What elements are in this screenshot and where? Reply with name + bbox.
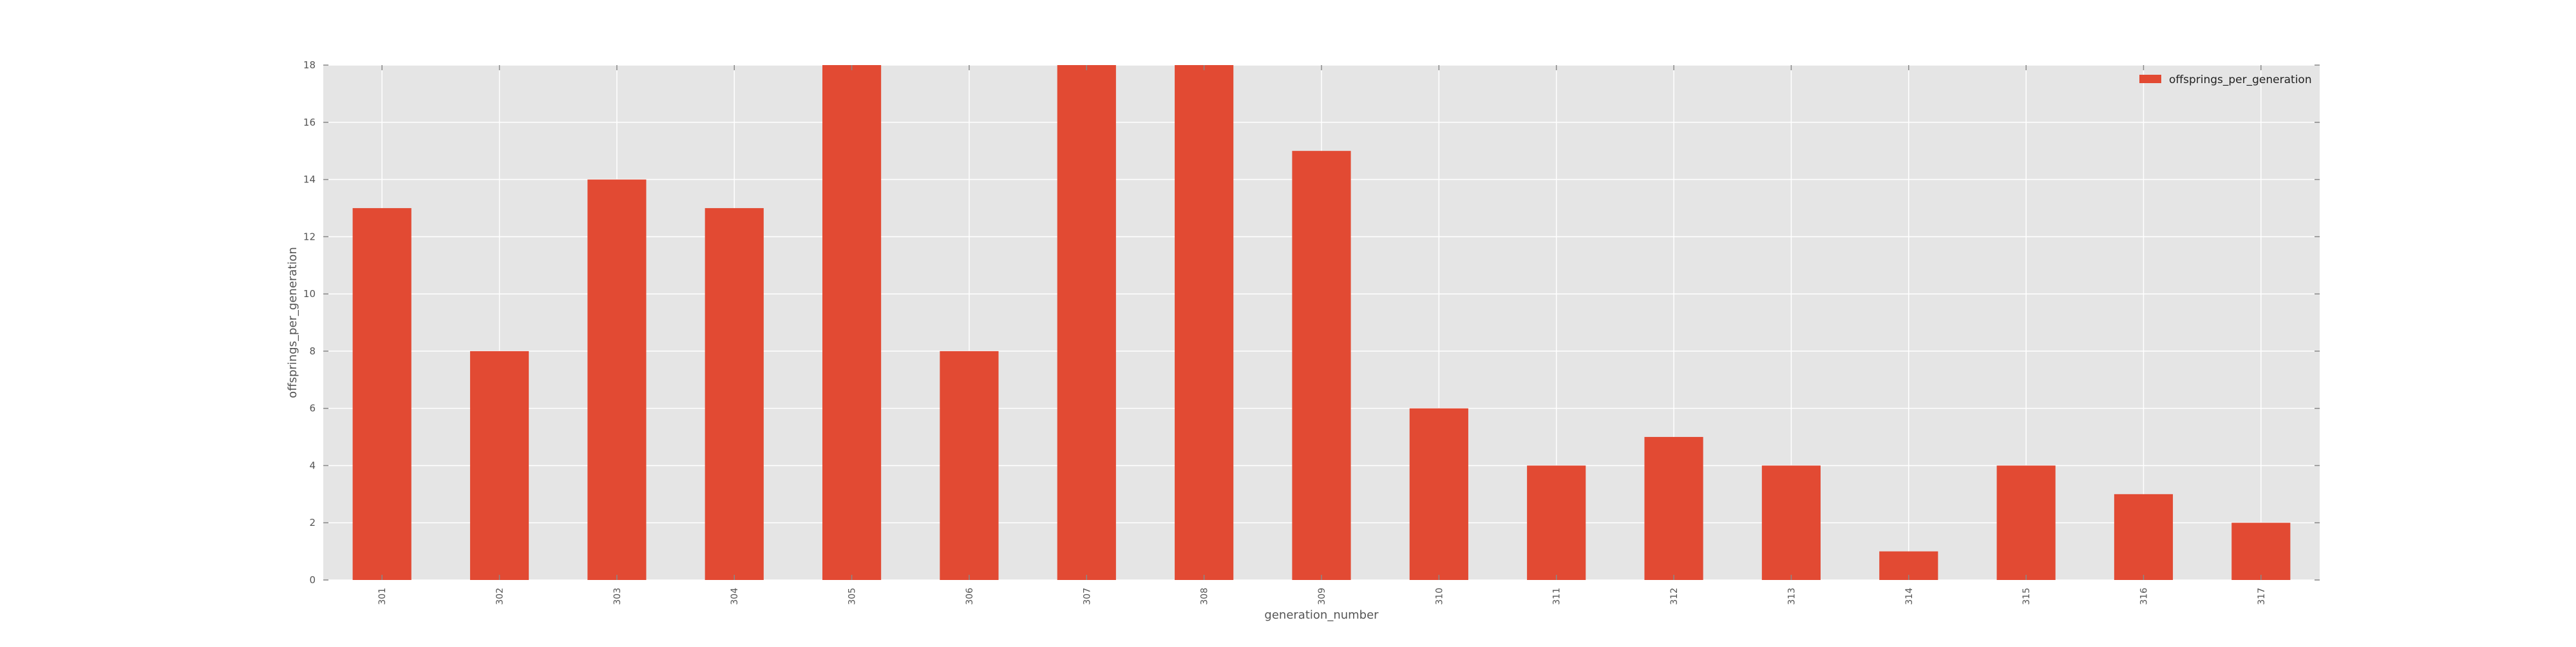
bar (587, 179, 647, 580)
x-axis-ticks: 301 302 303 304 305 306 307 308 309 310 311 312 313 3… (377, 65, 2267, 605)
bar (1409, 408, 1468, 580)
x-tick-label: 317 (2257, 588, 2267, 605)
bar (1292, 151, 1351, 580)
bar (940, 351, 999, 580)
y-tick-label: 8 (309, 345, 316, 357)
x-tick-label: 307 (1082, 588, 1092, 605)
x-tick-label: 310 (1434, 588, 1444, 605)
legend-swatch (2139, 75, 2161, 83)
bar (1527, 465, 1586, 580)
y-tick-label: 18 (303, 59, 316, 71)
x-tick-label: 315 (2022, 588, 2032, 605)
bar (352, 208, 412, 580)
bar (1057, 65, 1116, 580)
y-tick-label: 16 (303, 117, 316, 128)
x-tick-label: 301 (377, 588, 388, 605)
bar (1175, 65, 1234, 580)
y-axis-ticks: 0 2 4 6 8 10 12 14 16 18 (303, 59, 2320, 586)
y-tick-label: 6 (309, 403, 316, 414)
bar (2114, 494, 2174, 580)
y-tick-label: 10 (303, 288, 316, 300)
y-tick-label: 2 (309, 517, 316, 528)
x-tick-label: 303 (612, 588, 623, 605)
bar (822, 65, 882, 580)
y-tick-label: 14 (303, 174, 316, 186)
x-tick-label: 304 (730, 588, 740, 605)
bar (2231, 523, 2291, 580)
x-tick-label: 305 (848, 588, 858, 605)
x-tick-label: 302 (495, 588, 506, 605)
x-axis-label: generation_number (1264, 608, 1379, 622)
bar (1761, 465, 1821, 580)
x-tick-label: 306 (965, 588, 975, 605)
x-tick-label: 309 (1317, 588, 1327, 605)
y-axis-label: offsprings_per_generation (286, 247, 299, 398)
y-tick-label: 0 (309, 574, 316, 586)
x-tick-label: 308 (1200, 588, 1210, 605)
legend-label: offsprings_per_generation (2169, 73, 2312, 86)
bars (352, 65, 2291, 580)
x-tick-label: 311 (1552, 588, 1562, 605)
x-tick-label: 314 (1904, 588, 1915, 605)
bar (1644, 437, 1703, 580)
bar (705, 208, 764, 580)
x-tick-label: 312 (1669, 588, 1680, 605)
x-tick-label: 313 (1786, 588, 1797, 605)
legend: offsprings_per_generation (2139, 73, 2312, 86)
bar (1996, 465, 2056, 580)
y-tick-label: 4 (309, 459, 316, 471)
y-tick-label: 12 (303, 231, 316, 242)
x-tick-label: 316 (2139, 588, 2149, 605)
bar (469, 351, 529, 580)
